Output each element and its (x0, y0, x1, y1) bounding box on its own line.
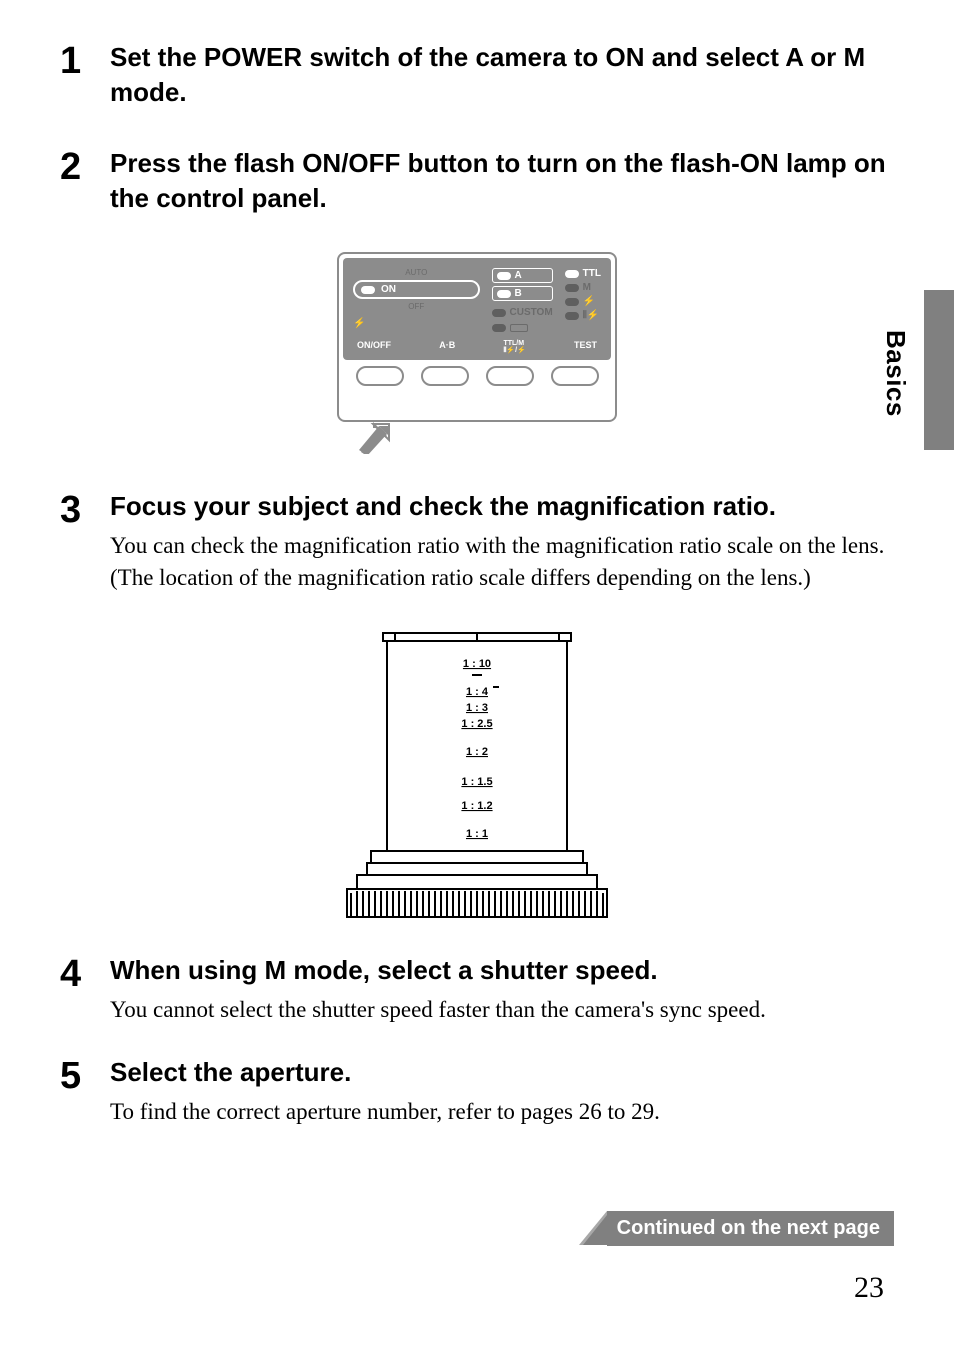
step-number: 2 (60, 146, 110, 222)
on-label: ON (381, 284, 396, 295)
step-number: 3 (60, 489, 110, 592)
a-indicator: A (492, 268, 553, 283)
m-label: M (583, 282, 591, 293)
section-tab (924, 290, 954, 450)
step-body: Press the flash ON/OFF button to turn on… (110, 146, 894, 222)
b-label: B (515, 288, 522, 299)
b-indicator: B (492, 286, 553, 301)
pill-icon (492, 309, 506, 317)
step-1: 1 Set the POWER switch of the camera to … (60, 40, 894, 116)
on-pill-icon (361, 286, 375, 294)
pill-icon (565, 270, 579, 278)
bolt-icon: ⚡ (583, 296, 595, 307)
ratio-label: 1 : 3 (466, 702, 488, 714)
battery-icon (510, 324, 528, 332)
step-description: You can check the magnification ratio wi… (110, 530, 894, 592)
multi-icon: ⫴⚡ (583, 310, 600, 321)
page-number: 23 (854, 1271, 884, 1305)
mode-button[interactable] (486, 366, 534, 386)
ttl-label: TTL (583, 268, 601, 279)
step-description: You cannot select the shutter speed fast… (110, 994, 894, 1025)
continued-arrow-icon (579, 1211, 607, 1245)
figure-control-panel: AUTO ON OFF ⚡ A (60, 252, 894, 459)
custom-label: CUSTOM (510, 307, 553, 318)
ratio-label: 1 : 10 (463, 658, 491, 670)
page: Basics 1 Set the POWER switch of the cam… (0, 0, 954, 1345)
lens-diagram: 1 : 10 1 : 4 1 : 3 1 : 2.5 1 : 2 1 : 1.5… (327, 623, 627, 923)
step-5: 5 Select the aperture. To find the corre… (60, 1055, 894, 1127)
pill-icon (497, 272, 511, 280)
on-indicator: ON (353, 280, 480, 299)
button-labels-row: ON/OFF A·B TTL/M⫴⚡/⚡ TEST (353, 340, 601, 354)
step-description: To find the correct aperture number, ref… (110, 1096, 894, 1127)
btn-label: A·B (439, 340, 455, 354)
step-2: 2 Press the flash ON/OFF button to turn … (60, 146, 894, 222)
step-title: Set the POWER switch of the camera to ON… (110, 40, 894, 110)
pill-icon (565, 312, 579, 320)
button-row (343, 360, 611, 390)
control-panel-frame: AUTO ON OFF ⚡ A (337, 252, 617, 422)
btn-label: ON/OFF (357, 340, 391, 354)
step-number: 4 (60, 953, 110, 1025)
continued-label: Continued on the next page (607, 1211, 894, 1246)
a-label: A (515, 270, 522, 281)
off-label: OFF (353, 302, 480, 311)
section-tab-label: Basics (880, 330, 911, 417)
step-body: Focus your subject and check the magnifi… (110, 489, 894, 592)
step-number: 1 (60, 40, 110, 116)
ratio-label: 1 : 1.5 (461, 776, 492, 788)
step-title: Press the flash ON/OFF button to turn on… (110, 146, 894, 216)
continued-banner: Continued on the next page (579, 1211, 894, 1245)
test-button[interactable] (551, 366, 599, 386)
ratio-label: 1 : 1.2 (461, 800, 492, 812)
btn-label: TEST (574, 340, 597, 354)
pill-icon (565, 284, 579, 292)
bolt-icon: ⚡ (353, 318, 480, 329)
step-title: Focus your subject and check the magnifi… (110, 489, 894, 524)
pill-icon (492, 324, 506, 332)
pill-icon (565, 298, 579, 306)
ratio-label: 1 : 4 (466, 686, 489, 698)
step-body: Set the POWER switch of the camera to ON… (110, 40, 894, 116)
control-panel: AUTO ON OFF ⚡ A (337, 252, 617, 459)
control-panel-screen: AUTO ON OFF ⚡ A (343, 258, 611, 360)
step-title: Select the aperture. (110, 1055, 894, 1090)
auto-label: AUTO (353, 268, 480, 277)
step-title: When using M mode, select a shutter spee… (110, 953, 894, 988)
ratio-label: 1 : 2.5 (461, 718, 492, 730)
ratio-label: 1 : 1 (466, 828, 488, 840)
pill-icon (497, 290, 511, 298)
pointer-arrow-icon (355, 420, 395, 454)
step-body: When using M mode, select a shutter spee… (110, 953, 894, 1025)
ab-button[interactable] (421, 366, 469, 386)
onoff-button[interactable] (356, 366, 404, 386)
step-3: 3 Focus your subject and check the magni… (60, 489, 894, 592)
figure-lens: 1 : 10 1 : 4 1 : 3 1 : 2.5 1 : 2 1 : 1.5… (60, 623, 894, 923)
step-4: 4 When using M mode, select a shutter sp… (60, 953, 894, 1025)
ratio-label: 1 : 2 (466, 746, 488, 758)
btn-label: TTL/M⫴⚡/⚡ (503, 340, 525, 354)
step-body: Select the aperture. To find the correct… (110, 1055, 894, 1127)
step-number: 5 (60, 1055, 110, 1127)
